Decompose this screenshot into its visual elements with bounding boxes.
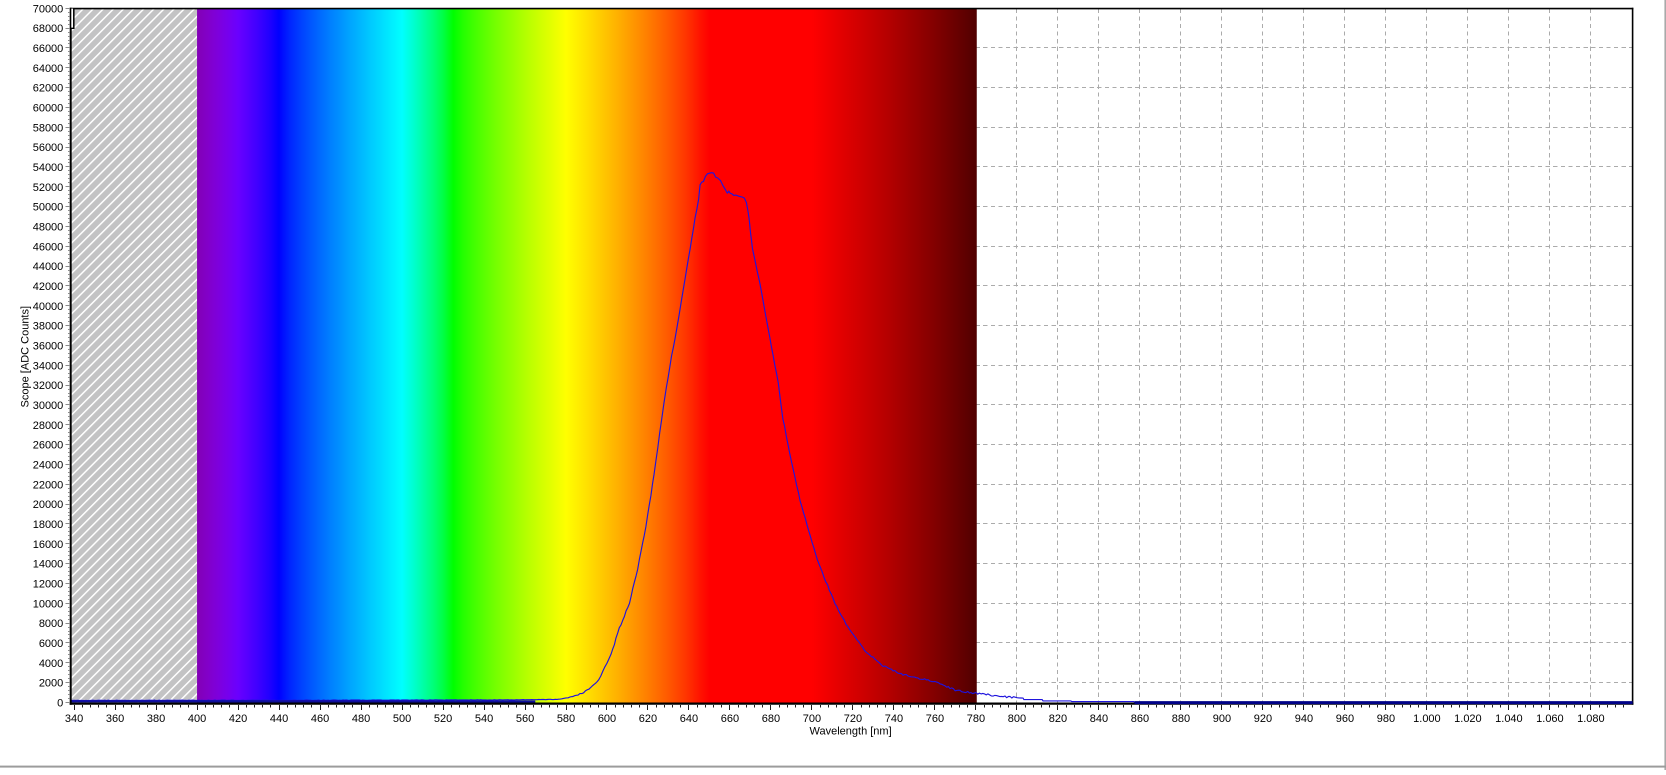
svg-text:28000: 28000 bbox=[33, 420, 64, 432]
svg-text:900: 900 bbox=[1213, 713, 1231, 725]
svg-text:620: 620 bbox=[639, 713, 657, 725]
svg-text:32000: 32000 bbox=[33, 380, 64, 392]
svg-text:600: 600 bbox=[598, 713, 616, 725]
svg-text:880: 880 bbox=[1172, 713, 1190, 725]
svg-text:1.040: 1.040 bbox=[1495, 713, 1523, 725]
svg-text:44000: 44000 bbox=[33, 261, 64, 273]
svg-text:400: 400 bbox=[188, 713, 206, 725]
svg-text:54000: 54000 bbox=[33, 162, 64, 174]
svg-text:2000: 2000 bbox=[39, 678, 63, 690]
svg-text:680: 680 bbox=[762, 713, 780, 725]
svg-text:1.000: 1.000 bbox=[1413, 713, 1441, 725]
svg-text:18000: 18000 bbox=[33, 519, 64, 531]
svg-text:960: 960 bbox=[1336, 713, 1354, 725]
svg-text:480: 480 bbox=[352, 713, 370, 725]
svg-text:50000: 50000 bbox=[33, 202, 64, 214]
svg-text:720: 720 bbox=[844, 713, 862, 725]
svg-text:380: 380 bbox=[147, 713, 165, 725]
svg-text:920: 920 bbox=[1254, 713, 1272, 725]
svg-text:64000: 64000 bbox=[33, 63, 64, 75]
svg-text:34000: 34000 bbox=[33, 360, 64, 372]
svg-text:24000: 24000 bbox=[33, 460, 64, 472]
svg-text:800: 800 bbox=[1008, 713, 1026, 725]
svg-text:68000: 68000 bbox=[33, 23, 64, 35]
svg-text:580: 580 bbox=[557, 713, 575, 725]
svg-text:22000: 22000 bbox=[33, 479, 64, 491]
svg-text:16000: 16000 bbox=[33, 539, 64, 551]
svg-text:940: 940 bbox=[1295, 713, 1313, 725]
svg-text:48000: 48000 bbox=[33, 222, 64, 234]
svg-text:60000: 60000 bbox=[33, 103, 64, 115]
svg-text:860: 860 bbox=[1131, 713, 1149, 725]
svg-text:780: 780 bbox=[967, 713, 985, 725]
svg-text:42000: 42000 bbox=[33, 281, 64, 293]
svg-text:66000: 66000 bbox=[33, 43, 64, 55]
svg-text:360: 360 bbox=[106, 713, 124, 725]
svg-text:420: 420 bbox=[229, 713, 247, 725]
svg-text:980: 980 bbox=[1377, 713, 1395, 725]
svg-text:460: 460 bbox=[311, 713, 329, 725]
svg-text:440: 440 bbox=[270, 713, 288, 725]
svg-text:540: 540 bbox=[475, 713, 493, 725]
svg-text:560: 560 bbox=[516, 713, 534, 725]
svg-text:Scope [ADC Counts]: Scope [ADC Counts] bbox=[20, 306, 32, 408]
svg-text:8000: 8000 bbox=[39, 618, 63, 630]
svg-text:52000: 52000 bbox=[33, 182, 64, 194]
svg-text:62000: 62000 bbox=[33, 83, 64, 95]
svg-text:14000: 14000 bbox=[33, 559, 64, 571]
svg-text:4000: 4000 bbox=[39, 658, 63, 670]
svg-text:56000: 56000 bbox=[33, 142, 64, 154]
svg-text:30000: 30000 bbox=[33, 400, 64, 412]
svg-text:1.020: 1.020 bbox=[1454, 713, 1482, 725]
svg-text:10000: 10000 bbox=[33, 598, 64, 610]
svg-text:40000: 40000 bbox=[33, 301, 64, 313]
svg-text:740: 740 bbox=[885, 713, 903, 725]
svg-text:840: 840 bbox=[1090, 713, 1108, 725]
svg-text:520: 520 bbox=[434, 713, 452, 725]
svg-text:340: 340 bbox=[65, 713, 83, 725]
svg-text:20000: 20000 bbox=[33, 499, 64, 511]
svg-text:6000: 6000 bbox=[39, 638, 63, 650]
svg-text:58000: 58000 bbox=[33, 122, 64, 134]
svg-text:760: 760 bbox=[926, 713, 944, 725]
svg-text:1.080: 1.080 bbox=[1577, 713, 1605, 725]
svg-text:46000: 46000 bbox=[33, 241, 64, 253]
svg-text:0: 0 bbox=[57, 698, 63, 710]
svg-text:500: 500 bbox=[393, 713, 411, 725]
svg-text:26000: 26000 bbox=[33, 440, 64, 452]
svg-text:36000: 36000 bbox=[33, 341, 64, 353]
svg-text:660: 660 bbox=[721, 713, 739, 725]
svg-text:12000: 12000 bbox=[33, 579, 64, 591]
svg-text:700: 700 bbox=[803, 713, 821, 725]
svg-text:1.060: 1.060 bbox=[1536, 713, 1564, 725]
svg-text:70000: 70000 bbox=[33, 3, 64, 15]
svg-text:820: 820 bbox=[1049, 713, 1067, 725]
svg-text:Wavelength [nm]: Wavelength [nm] bbox=[810, 726, 892, 738]
svg-text:640: 640 bbox=[680, 713, 698, 725]
svg-text:38000: 38000 bbox=[33, 321, 64, 333]
